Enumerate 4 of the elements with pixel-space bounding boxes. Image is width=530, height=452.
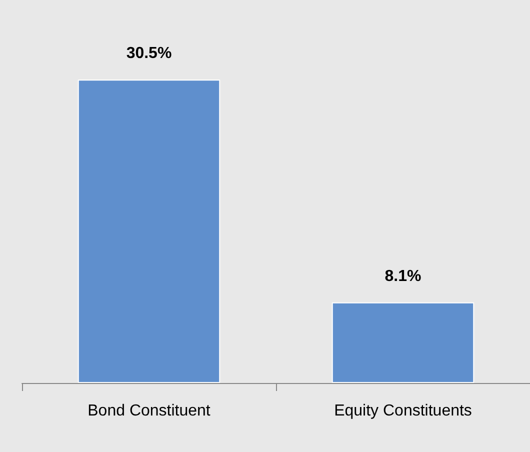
data-label: 30.5%: [126, 45, 172, 62]
x-tick-label: Equity Constituents: [334, 402, 472, 420]
data-label: 8.1%: [384, 268, 422, 285]
x-tick-label: Bond Constituent: [88, 402, 211, 420]
